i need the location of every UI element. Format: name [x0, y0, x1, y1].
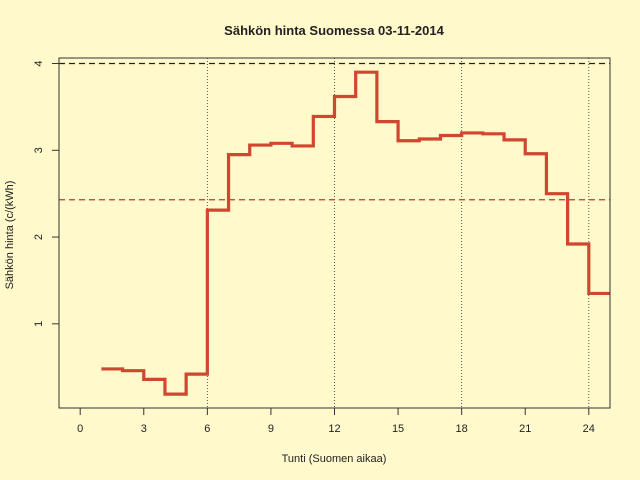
chart-title: Sähkön hinta Suomessa 03-11-2014 [224, 23, 444, 38]
y-tick-label: 4 [33, 60, 45, 66]
series-layer [101, 70, 610, 396]
y-tick-label: 1 [33, 321, 45, 327]
price-step-line [101, 70, 610, 396]
x-tick-label: 3 [141, 423, 147, 435]
y-tick-label: 2 [33, 234, 45, 240]
y-tick-label: 3 [33, 147, 45, 153]
x-tick-label: 24 [583, 423, 595, 435]
x-tick-label: 6 [204, 423, 210, 435]
x-tick-label: 18 [456, 423, 468, 435]
x-axis: 0 3 6 9 12 15 18 21 24 [77, 407, 595, 435]
x-tick-label: 0 [77, 423, 83, 435]
x-tick-label: 21 [519, 423, 531, 435]
grid-layer [206, 58, 590, 408]
x-tick-label: 9 [268, 423, 274, 435]
y-axis: 1 2 3 4 [33, 60, 60, 327]
x-tick-label: 12 [328, 423, 340, 435]
y-axis-label: Sähkön hinta (c/(kWh) [4, 181, 16, 290]
x-tick-label: 15 [392, 423, 404, 435]
x-axis-label: Tunti (Suomen aikaa) [282, 453, 387, 465]
reference-lines [59, 62, 610, 201]
